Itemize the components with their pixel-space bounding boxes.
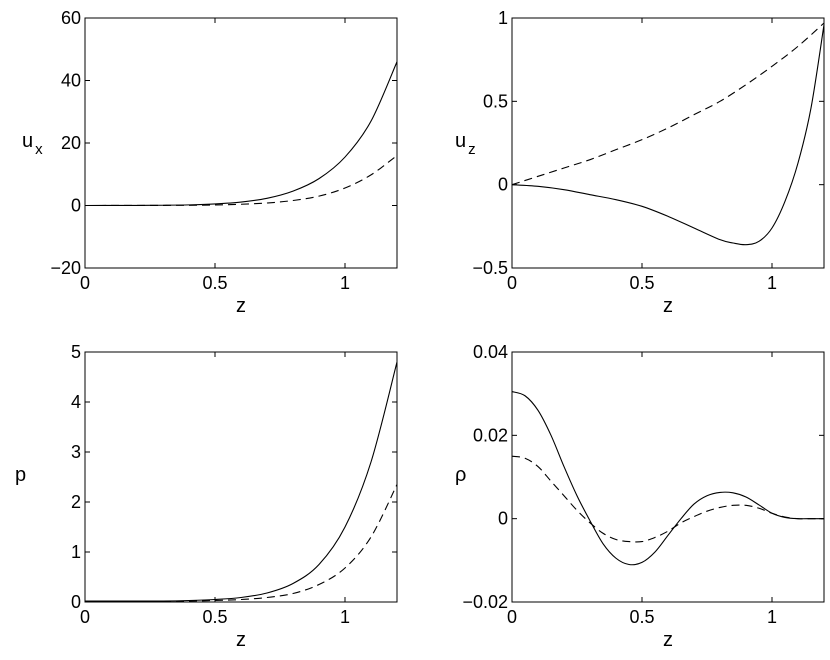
series-line-solid xyxy=(511,391,824,566)
series-line-solid xyxy=(84,61,398,207)
x-tick-label: 0 xyxy=(80,607,90,627)
x-axis-label: z xyxy=(236,629,246,651)
series-line-dashed xyxy=(511,22,825,186)
x-tick-label: 1 xyxy=(340,273,350,293)
y-tick-label: 0 xyxy=(71,592,81,612)
y-axis-label-subscript: x xyxy=(35,141,43,158)
series-line-solid xyxy=(511,24,825,246)
y-tick-label: 0 xyxy=(71,196,81,216)
x-tick-label: 0 xyxy=(507,273,517,293)
x-axis-label: z xyxy=(236,295,246,317)
y-tick-label: 0.02 xyxy=(473,425,508,445)
x-tick-label: 0.5 xyxy=(629,273,654,293)
x-tick-label: 0 xyxy=(507,607,517,627)
plot-frame xyxy=(511,351,825,603)
y-tick-label: −20 xyxy=(50,258,81,278)
y-tick-label: 0.04 xyxy=(473,342,508,362)
y-tick-label: 3 xyxy=(71,442,81,462)
y-axis-label-main: ρ xyxy=(455,464,466,486)
y-axis-label: ρ xyxy=(455,464,466,486)
panel-p: 0 0.5 1 0 1 2 3 4 5 z p xyxy=(15,342,398,651)
x-tick-label: 0 xyxy=(80,273,90,293)
y-tick-label: 1 xyxy=(498,8,508,28)
x-tick-label: 1 xyxy=(340,607,350,627)
y-tick-label: 20 xyxy=(61,133,81,153)
y-tick-label: −0.02 xyxy=(462,592,508,612)
x-tick-label: 0.5 xyxy=(202,273,227,293)
y-axis-label: p xyxy=(15,464,26,486)
y-axis-label-main: u xyxy=(455,130,466,152)
plot-frame xyxy=(84,17,398,269)
series-line-dashed xyxy=(84,155,398,207)
y-axis-label-main: p xyxy=(15,464,26,486)
y-tick-label: 0.5 xyxy=(483,91,508,111)
series-line-dashed xyxy=(511,455,824,543)
y-tick-label: −0.5 xyxy=(472,258,508,278)
y-tick-label: 1 xyxy=(71,542,81,562)
y-tick-label: 5 xyxy=(71,342,81,362)
x-tick-label: 0.5 xyxy=(202,607,227,627)
y-tick-label: 40 xyxy=(61,71,81,91)
x-axis-label: z xyxy=(663,629,673,651)
series-line-solid xyxy=(85,361,398,602)
series-line-dashed xyxy=(85,484,398,603)
x-axis-label: z xyxy=(663,295,673,317)
plot-frame xyxy=(84,351,398,603)
x-tick-label: 1 xyxy=(767,273,777,293)
plot-frame xyxy=(511,17,825,269)
x-tick-label: 1 xyxy=(767,607,777,627)
y-tick-label: 60 xyxy=(61,8,81,28)
y-tick-label: 4 xyxy=(71,392,81,412)
y-axis-label-subscript: z xyxy=(468,141,476,158)
y-tick-label: 0 xyxy=(498,509,508,529)
y-tick-label: 0 xyxy=(498,175,508,195)
y-tick-label: 2 xyxy=(71,492,81,512)
y-axis-label-main: u xyxy=(22,130,33,152)
x-tick-label: 0.5 xyxy=(629,607,654,627)
